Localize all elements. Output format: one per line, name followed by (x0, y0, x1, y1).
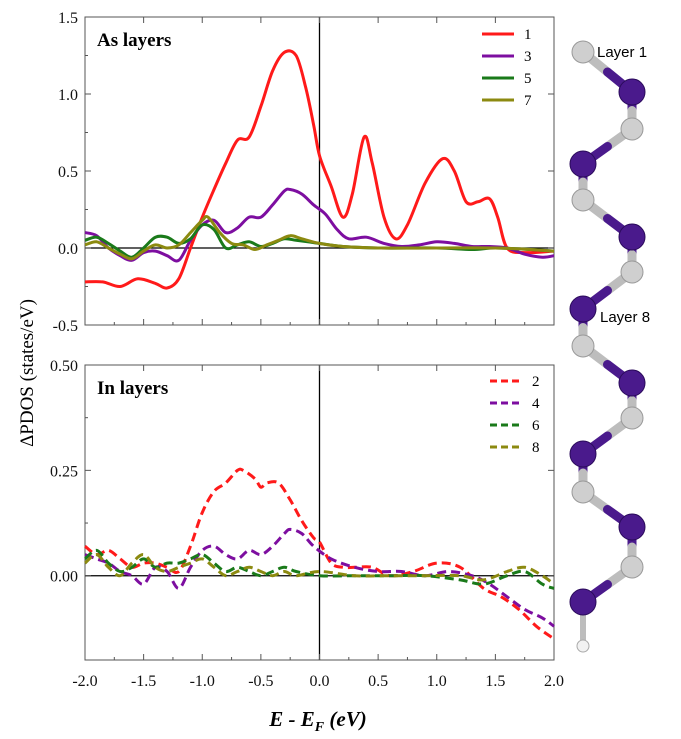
purple-atom (569, 440, 597, 468)
series-line-3 (84, 187, 555, 263)
legend-label-8: 8 (532, 440, 540, 456)
series-line-4 (84, 527, 555, 628)
purple-atom (569, 295, 597, 323)
grey-atom (571, 480, 595, 504)
grey-atom (571, 188, 595, 212)
series-line-2 (84, 467, 555, 641)
hydrogen-atom (576, 639, 590, 653)
x-tick-label: 1.5 (485, 673, 505, 690)
x-tick-label: -2.0 (72, 673, 97, 690)
top-panel: -0.5 0.0 0.5 1.0 1.5 As layers 1 3 5 7 (53, 10, 555, 335)
y-axis-label: ΔPDOS (states/eV) (17, 299, 38, 447)
grey-atom (620, 260, 644, 284)
purple-atom (618, 513, 646, 541)
grey-atom (620, 406, 644, 430)
y-tick-label: 0.0 (58, 241, 78, 258)
x-tick-label: 0.0 (310, 673, 330, 690)
panel-title: As layers (97, 30, 171, 51)
grey-atom (620, 555, 644, 579)
x-tick-label: -1.5 (131, 673, 156, 690)
x-tick-label: 2.0 (544, 673, 564, 690)
legend-label-5: 5 (524, 71, 532, 87)
series-line-7 (84, 214, 555, 261)
x-tick-label: 1.0 (427, 673, 447, 690)
x-tick-label: -1.0 (190, 673, 215, 690)
y-tick-label: 0.5 (58, 164, 78, 181)
grey-atom (571, 334, 595, 358)
legend-label-1: 1 (524, 27, 532, 43)
purple-atom (618, 223, 646, 251)
y-tick-label: -0.5 (53, 318, 78, 335)
molecule-label-layer-1: Layer 1 (597, 44, 647, 61)
panel-title: In layers (97, 378, 168, 399)
purple-atom (618, 78, 646, 106)
grey-atom (620, 117, 644, 141)
y-tick-label: 0.25 (50, 463, 78, 480)
legend-label-2: 2 (532, 374, 540, 390)
x-axis-label: E - EF (eV) (268, 707, 366, 735)
atomic-chain-illustration (569, 40, 646, 653)
y-tick-label: 0.00 (50, 569, 78, 586)
x-axis-label-main: E - E (268, 707, 315, 731)
series-line-8 (84, 553, 555, 586)
series-line-6 (84, 548, 555, 590)
legend-label-7: 7 (524, 93, 532, 109)
y-tick-label: 0.50 (50, 358, 78, 375)
y-tick-label: 1.5 (58, 10, 78, 27)
bottom-panel: -2.0 -1.5 -1.0 -0.5 0.0 0.5 1.0 1.5 2.0 0.00 0.25 0… (50, 358, 564, 690)
x-axis-label-subscript: F (314, 720, 325, 735)
purple-atom (618, 369, 646, 397)
x-tick-label: -0.5 (248, 673, 273, 690)
grey-atom (571, 40, 595, 64)
legend-label-6: 6 (532, 418, 540, 434)
purple-atom (569, 150, 597, 178)
legend-label-3: 3 (524, 49, 532, 65)
molecule-label-layer-8: Layer 8 (600, 309, 650, 326)
x-axis-label-unit: (eV) (324, 707, 367, 731)
y-tick-label: 1.0 (58, 87, 78, 104)
x-tick-label: 0.5 (368, 673, 388, 690)
series-line-1 (84, 49, 555, 290)
legend-label-4: 4 (532, 396, 540, 412)
purple-atom (569, 588, 597, 616)
